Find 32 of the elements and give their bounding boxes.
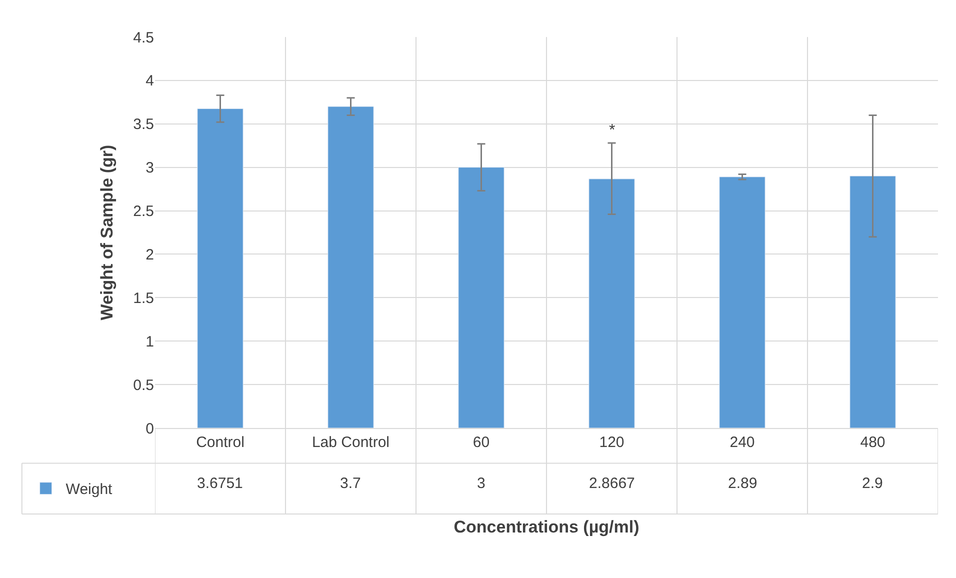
y-tick-label: 1 bbox=[146, 333, 154, 350]
data-label: 2.89 bbox=[728, 475, 758, 492]
x-tick-label: 60 bbox=[472, 434, 490, 451]
data-label: 3.7 bbox=[340, 475, 361, 492]
y-tick-label: 3 bbox=[146, 160, 154, 177]
y-tick-label: 3.5 bbox=[133, 116, 154, 134]
y-tick-label: 2.5 bbox=[133, 203, 154, 220]
bar bbox=[588, 178, 635, 428]
bar bbox=[328, 106, 374, 428]
y-axis-title: Weight of Sample (gr) bbox=[98, 144, 117, 320]
data-label: 3.6751 bbox=[197, 475, 243, 492]
y-tick-label: 1.5 bbox=[133, 290, 154, 307]
x-tick-label: 240 bbox=[730, 434, 755, 451]
y-tick-label: 4 bbox=[146, 72, 154, 90]
bar bbox=[850, 176, 896, 428]
x-tick-label: 120 bbox=[599, 434, 624, 451]
y-tick-label: 0 bbox=[146, 420, 154, 438]
legend-label: Weight bbox=[66, 481, 114, 498]
bar bbox=[458, 167, 504, 428]
x-axis-title: Concentrations (µg/ml) bbox=[454, 517, 640, 536]
y-tick-label: 4.5 bbox=[133, 29, 154, 46]
x-tick-label: Lab Control bbox=[312, 434, 390, 451]
data-label: 2.8667 bbox=[589, 475, 635, 492]
bar bbox=[197, 108, 244, 428]
x-tick-label: Control bbox=[196, 434, 244, 451]
annotation: * bbox=[609, 122, 616, 139]
data-label: 2.9 bbox=[862, 475, 883, 492]
y-tick-label: 0.5 bbox=[133, 376, 154, 394]
y-tick-label: 2 bbox=[146, 246, 154, 264]
x-tick-label: 480 bbox=[860, 434, 886, 451]
data-label: 3 bbox=[477, 475, 486, 492]
bar bbox=[719, 176, 766, 428]
